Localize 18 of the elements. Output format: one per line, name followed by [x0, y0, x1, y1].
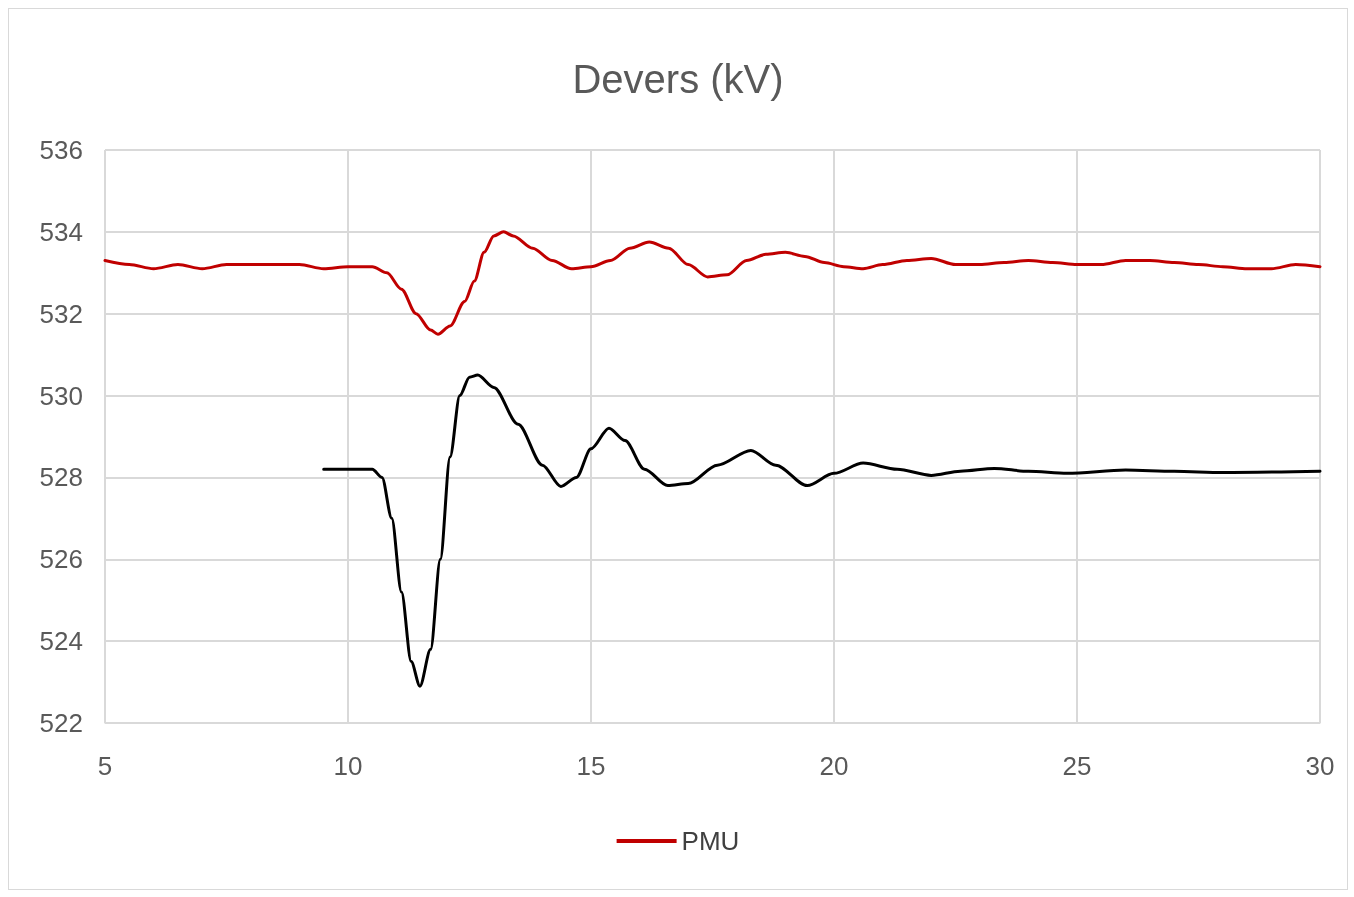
x-tick-label: 15 — [576, 751, 606, 781]
line-series — [103, 230, 1322, 336]
x-tick-label: 20 — [819, 751, 849, 781]
y-tick-label: 530 — [39, 380, 83, 411]
y-tick-label: 522 — [39, 708, 83, 738]
x-tick-label: 10 — [333, 751, 363, 781]
chart-title: Devers (kV) — [572, 57, 784, 101]
x-tick-label: 5 — [97, 751, 113, 781]
x-tick-label: 25 — [1062, 751, 1092, 781]
y-tick-label: 532 — [39, 298, 83, 329]
y-tick-label: 534 — [39, 216, 83, 247]
y-tick-label: 524 — [39, 626, 83, 657]
y-tick-label: 528 — [39, 462, 83, 493]
x-tick-label: 30 — [1305, 751, 1335, 781]
y-tick-label: 526 — [39, 544, 83, 575]
y-tick-label: 536 — [39, 135, 83, 165]
line-series — [322, 373, 1322, 688]
legend-label: PMU — [681, 826, 740, 856]
